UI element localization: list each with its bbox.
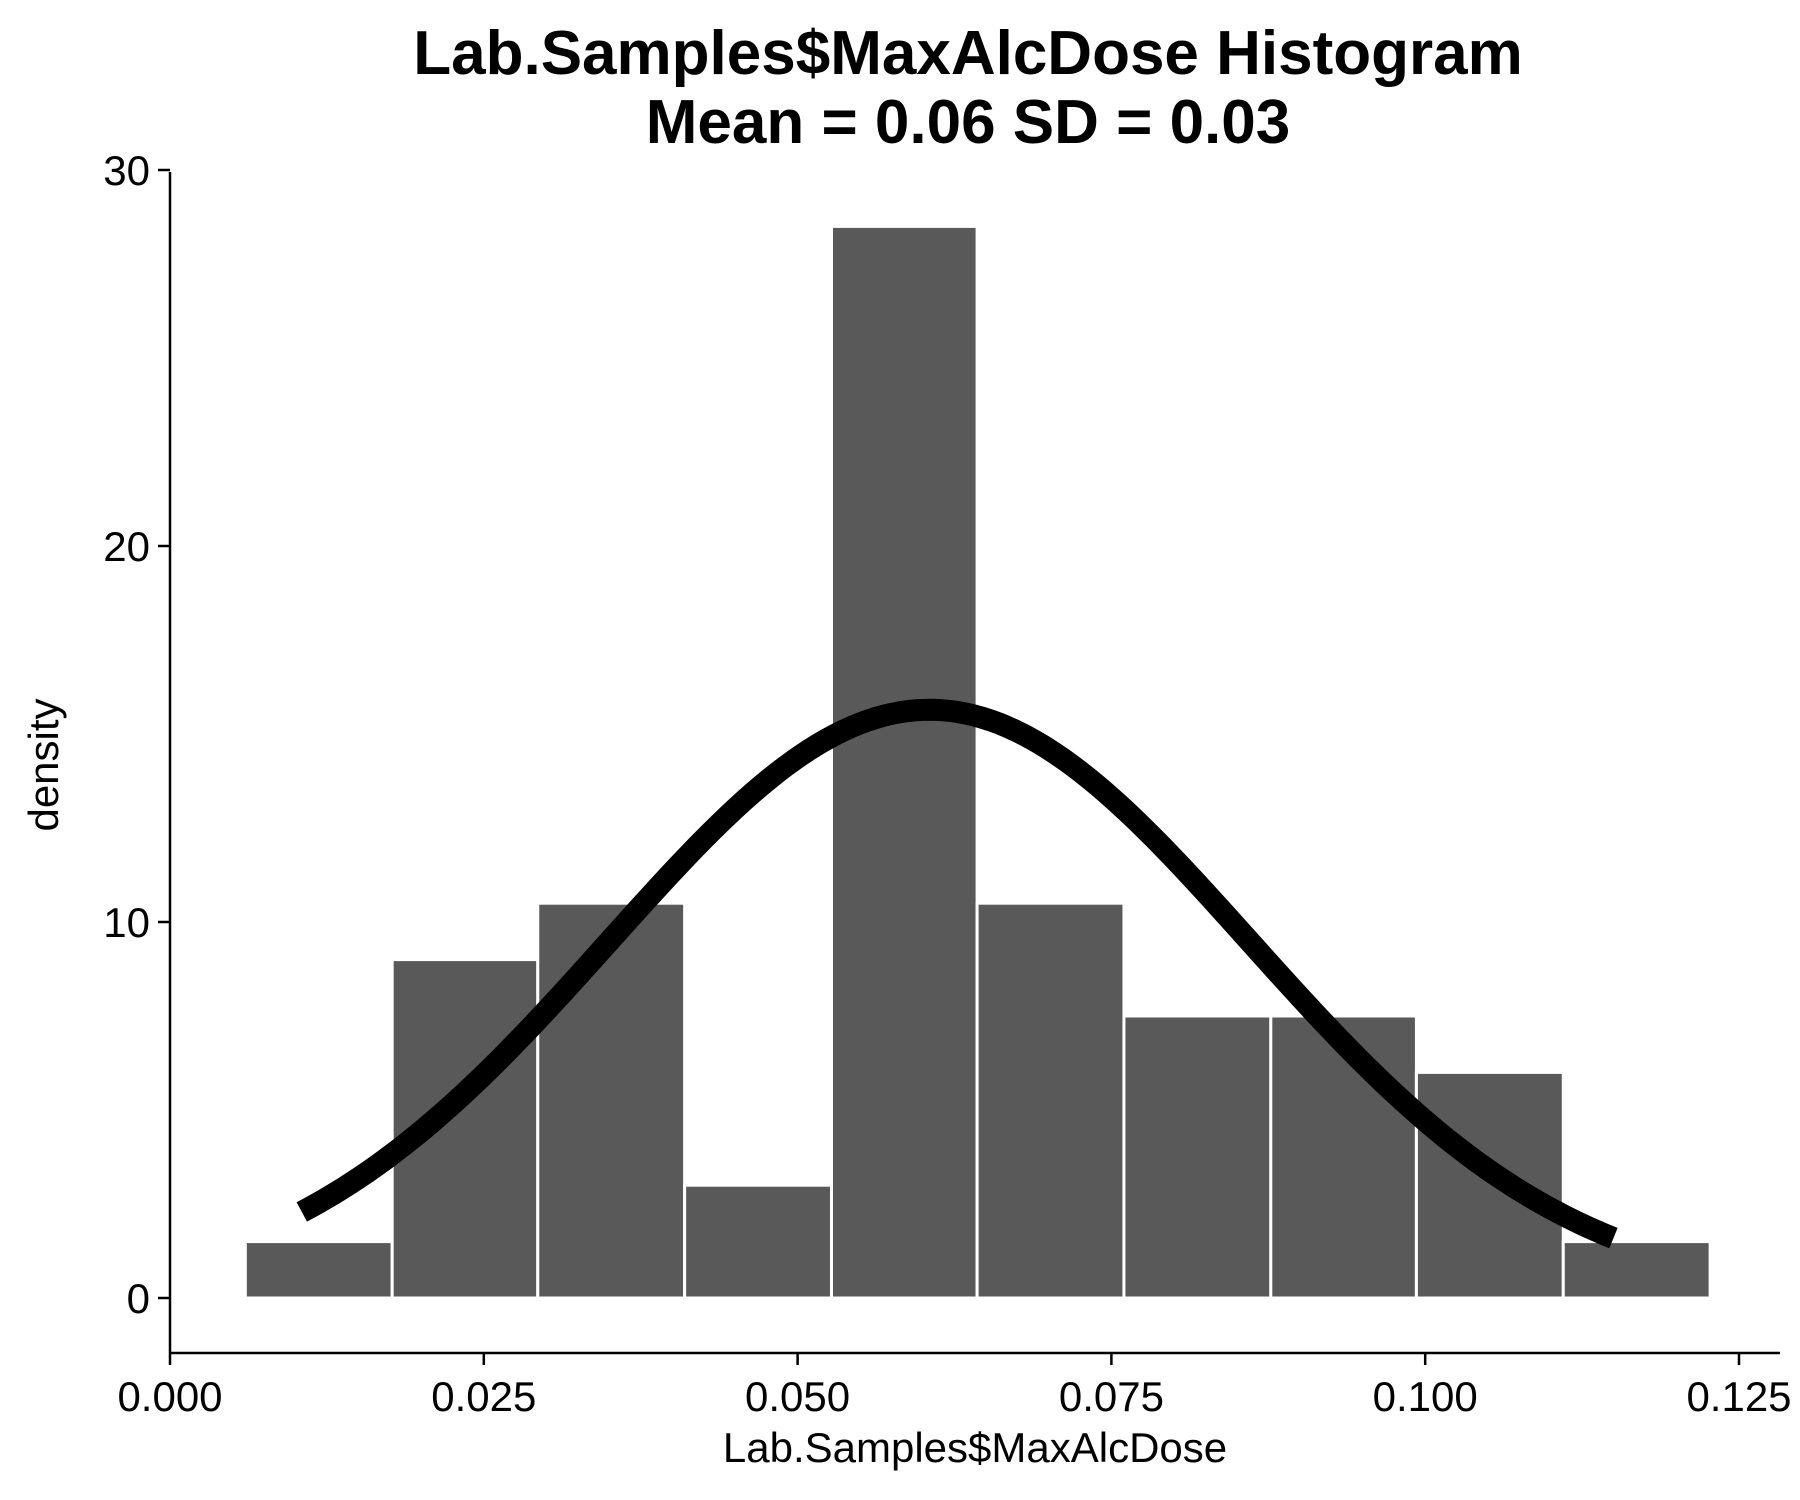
histogram-bar-3 [536, 901, 687, 1300]
x-tick-label-0.100: 0.100 [1373, 1373, 1478, 1420]
histogram-bar-4 [683, 1183, 833, 1300]
x-tick-label-0.125: 0.125 [1686, 1373, 1791, 1420]
y-tick-label-20: 20 [103, 523, 150, 570]
y-tick-label-10: 10 [103, 899, 150, 946]
x-tick-label-0.025: 0.025 [431, 1373, 536, 1420]
x-tick-label-0.050: 0.050 [745, 1373, 850, 1420]
chart-subtitle: Mean = 0.06 SD = 0.03 [646, 88, 1291, 157]
density-curve [296, 698, 1618, 1249]
histogram-bar-9 [1414, 1070, 1565, 1300]
histogram-bar-10 [1561, 1240, 1712, 1300]
y-ticks: 0 10 20 30 [103, 147, 170, 1322]
x-tick-label-0.000: 0.000 [117, 1373, 222, 1420]
histogram-bar-7 [1122, 1014, 1273, 1300]
x-tick-label-0.075: 0.075 [1059, 1373, 1164, 1420]
y-tick-label-0: 0 [127, 1275, 150, 1322]
chart-title: Lab.Samples$MaxAlcDose Histogram [413, 19, 1523, 88]
histogram-bar-6 [975, 901, 1126, 1300]
histogram-bar-1 [243, 1240, 394, 1300]
y-axis-label: density [20, 698, 67, 831]
histogram-bar-8 [1269, 1014, 1418, 1300]
x-axis-label: Lab.Samples$MaxAlcDose [723, 1424, 1227, 1471]
bars-layer [243, 224, 1712, 1300]
histogram-bar-5 [829, 224, 979, 1300]
x-ticks: 0.000 0.025 0.050 0.075 0.100 0.125 [117, 1353, 1792, 1420]
y-tick-label-30: 30 [103, 147, 150, 194]
